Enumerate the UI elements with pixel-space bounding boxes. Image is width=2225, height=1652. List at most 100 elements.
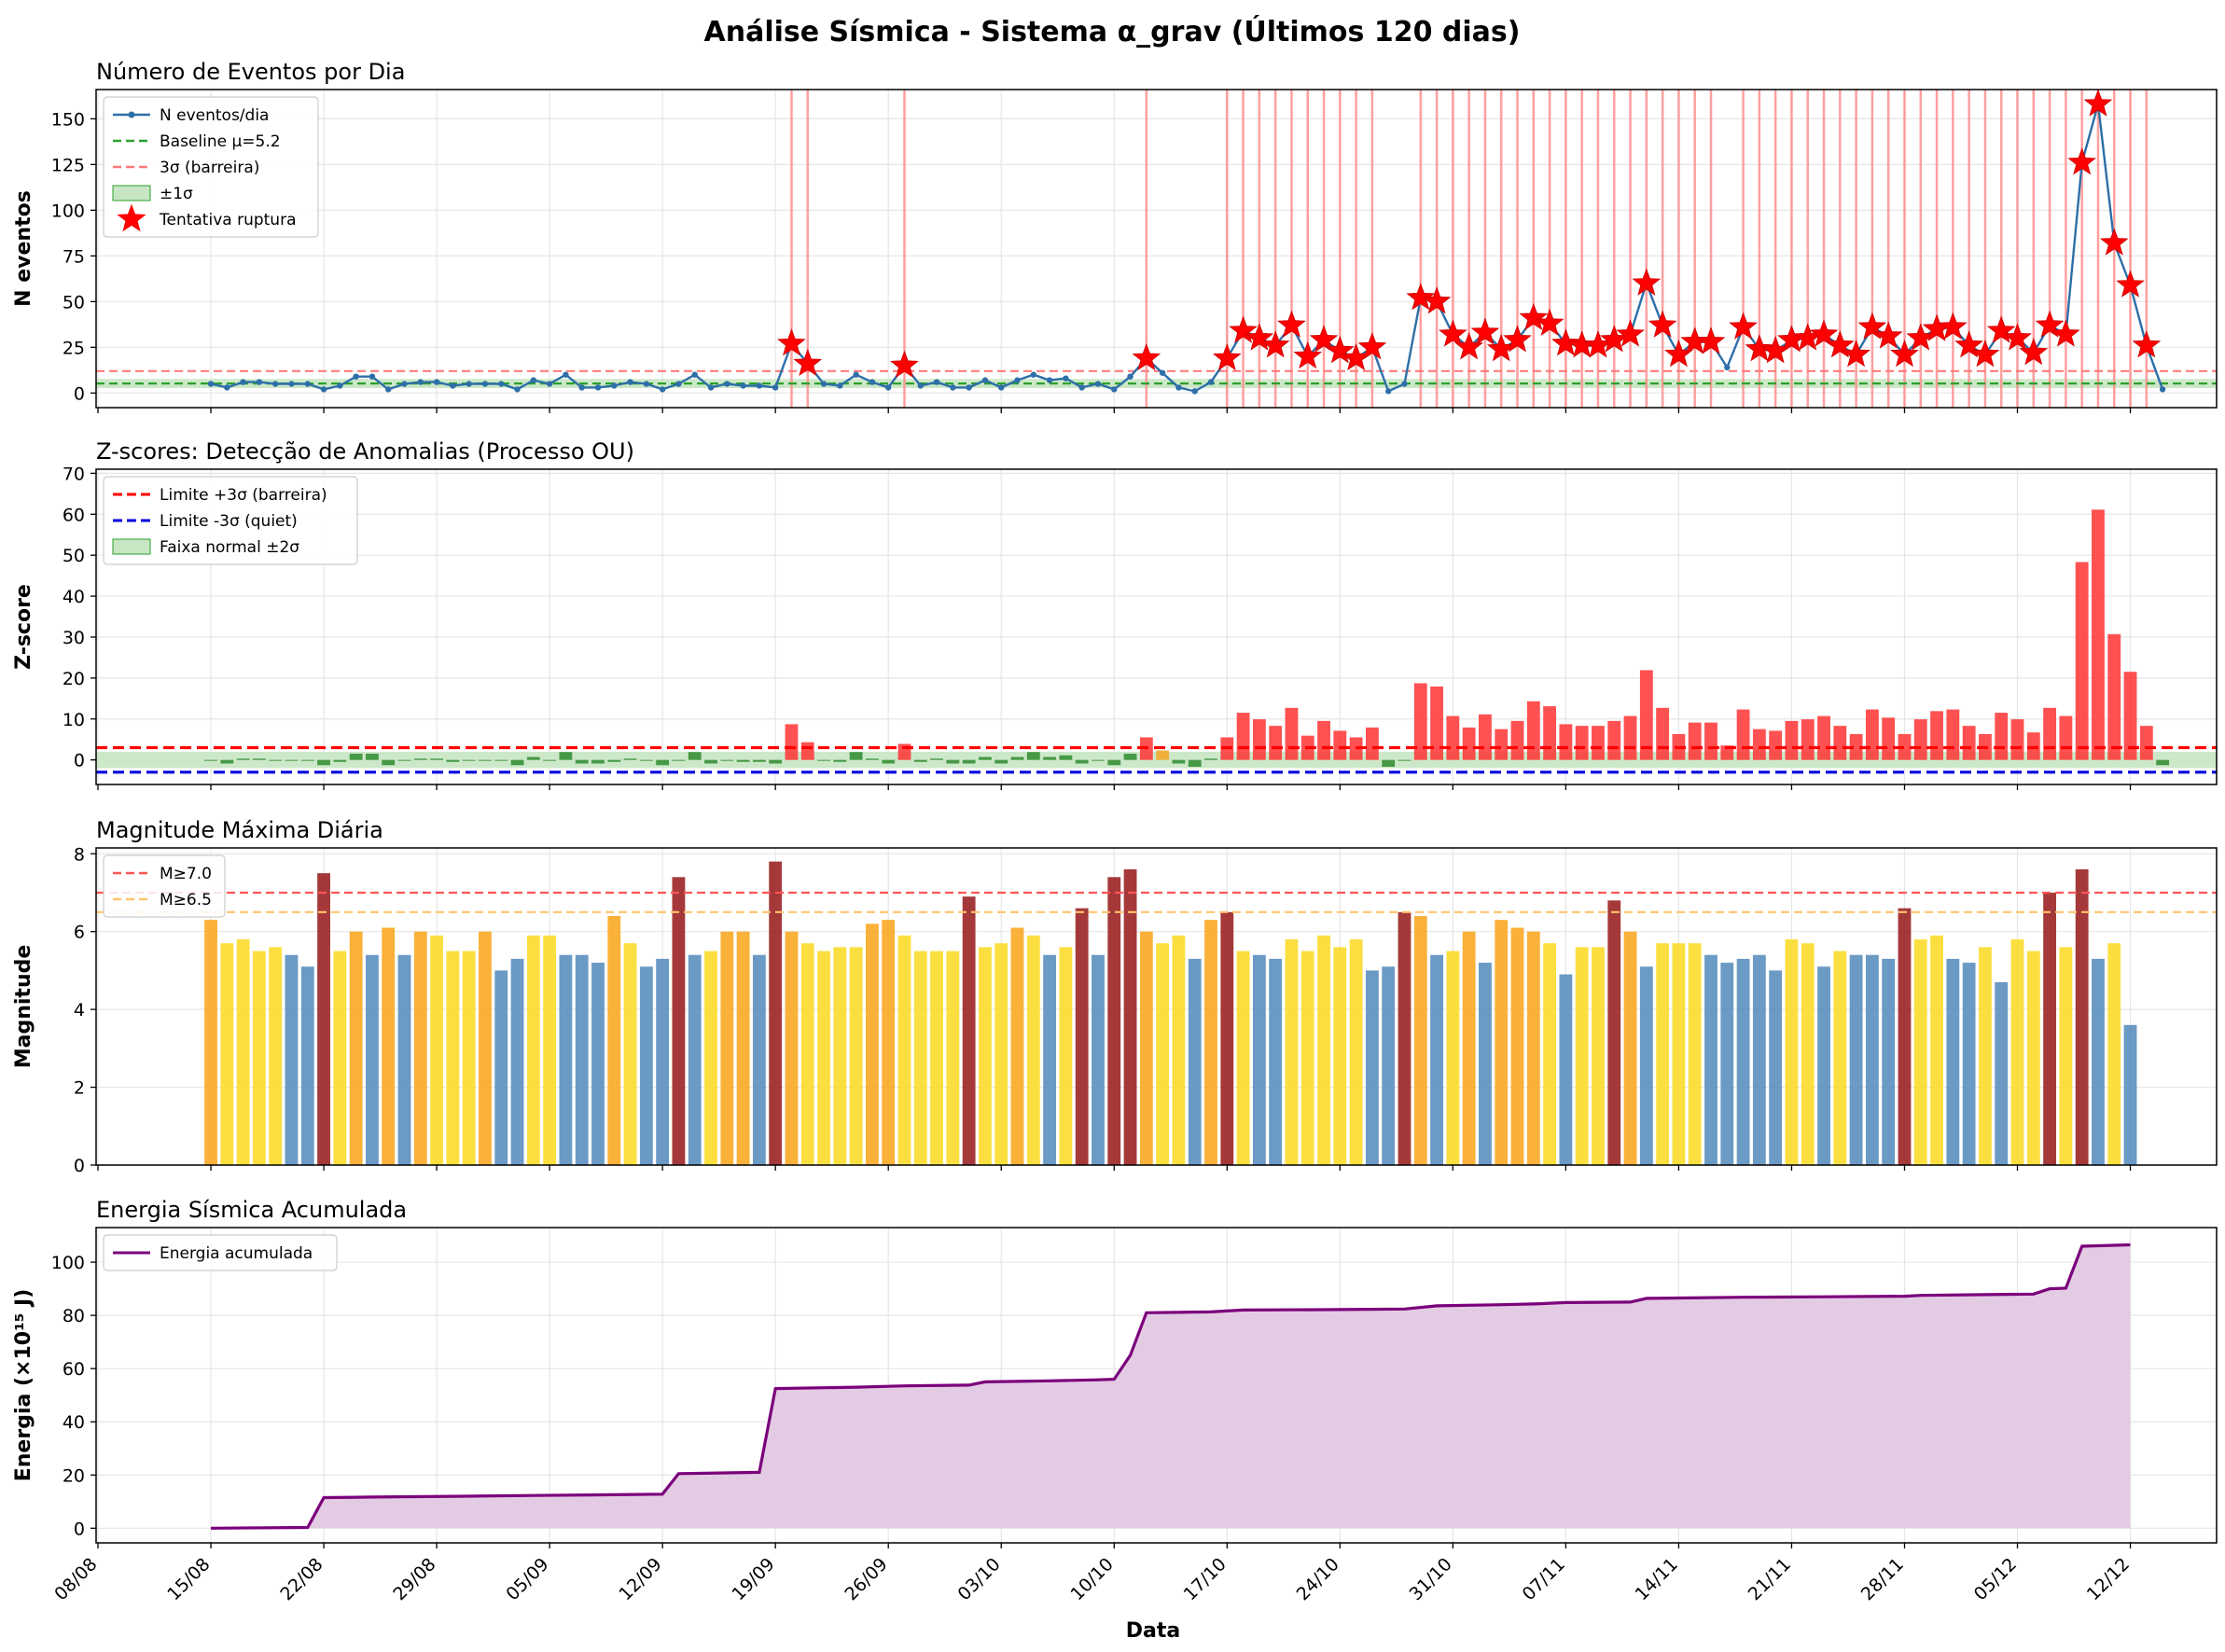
zscore-bar: [1510, 720, 1524, 760]
rupture-star: [1551, 328, 1580, 356]
rupture-star: [2099, 228, 2129, 256]
magnitude-bar: [769, 861, 783, 1165]
events-point: [256, 379, 263, 385]
events-point: [1014, 377, 1021, 383]
magnitude-bar: [1398, 911, 1411, 1165]
magnitude-bar: [962, 896, 976, 1165]
zscore-bar: [1026, 752, 1040, 760]
rupture-star: [1809, 319, 1839, 347]
zscore-bar: [1365, 727, 1379, 760]
rupture-star: [777, 328, 806, 356]
magnitude-bar: [1333, 947, 1347, 1165]
rupture-star: [2019, 338, 2049, 366]
zscore-bar: [413, 758, 427, 760]
legend-swatch-star: [117, 203, 146, 232]
events-point: [466, 381, 472, 387]
magnitude-bar: [1979, 947, 1992, 1165]
y-axis-label: Energia (×10¹⁵ J): [12, 1289, 35, 1482]
y-tick-label: 100: [51, 201, 85, 221]
magnitude-bar: [204, 920, 217, 1165]
events-point: [691, 371, 698, 378]
magnitude-bar: [2010, 939, 2024, 1165]
legend-entry: M≥6.5: [160, 891, 212, 909]
events-point: [675, 381, 682, 387]
magnitude-bar: [2043, 892, 2057, 1165]
magnitude-bar: [1430, 954, 1443, 1165]
zscore-bar: [1123, 753, 1137, 760]
magnitude-bar: [1930, 935, 1943, 1165]
events-point: [917, 382, 924, 389]
magnitude-bar: [672, 877, 686, 1165]
rupture-star: [1277, 310, 1306, 338]
rupture-star: [1729, 312, 1758, 340]
y-tick-label: 60: [63, 1359, 85, 1380]
zscore-bar: [220, 759, 234, 764]
legend-entry: N eventos/dia: [160, 106, 269, 125]
zscore-bar: [1172, 759, 1186, 764]
zscore-bar: [575, 759, 589, 764]
zscore-bar: [688, 752, 702, 760]
panel-1-plot: [96, 89, 2217, 408]
zscore-bar: [1495, 729, 1509, 760]
magnitude-bar: [526, 935, 540, 1165]
magnitude-bar: [1704, 954, 1717, 1165]
magnitude-bar: [736, 931, 750, 1165]
zscore-bar: [672, 759, 686, 761]
zscore-bar: [2059, 715, 2073, 760]
zscore-bar: [1252, 719, 1266, 760]
y-tick-label: 50: [63, 292, 85, 312]
zscore-bar: [1285, 707, 1299, 760]
zscore-bar: [704, 759, 717, 764]
zscore-bar: [349, 753, 363, 760]
x-tick-label: 24/10: [1293, 1554, 1343, 1604]
rupture-star: [2132, 330, 2162, 358]
magnitude-bar: [752, 954, 766, 1165]
x-tick-label: 05/09: [502, 1554, 552, 1604]
magnitude-bar: [2092, 958, 2105, 1165]
legend-entry: Energia acumulada: [160, 1244, 313, 1263]
rupture-star: [1293, 340, 1323, 369]
magnitude-bar: [1526, 931, 1540, 1165]
magnitude-bar: [1317, 935, 1330, 1165]
events-point: [304, 381, 311, 387]
magnitude-bar: [1623, 931, 1637, 1165]
zscore-bar: [1479, 714, 1492, 760]
magnitude-bar: [1559, 974, 1573, 1165]
magnitude-bar: [1479, 963, 1492, 1165]
zscore-bar: [656, 759, 670, 766]
y-tick-label: 0: [74, 1156, 85, 1176]
zscore-bar: [1913, 719, 1927, 760]
zscore-bar: [204, 759, 217, 761]
rupture-star: [2051, 319, 2080, 347]
events-point: [2159, 386, 2166, 393]
y-tick-label: 2: [74, 1078, 85, 1099]
zscore-bar: [769, 759, 783, 764]
x-tick-label: 10/10: [1067, 1554, 1118, 1604]
y-tick-label: 30: [63, 628, 85, 648]
x-tick-label: 03/10: [953, 1554, 1004, 1604]
events-point: [869, 379, 876, 385]
zscore-bar: [430, 758, 444, 760]
zscore-bar: [1462, 727, 1476, 760]
zscore-bar: [543, 759, 557, 761]
magnitude-bar: [220, 943, 234, 1165]
rupture-star: [2116, 270, 2145, 298]
rupture-star: [1470, 317, 1500, 345]
zscore-bar: [1995, 713, 2009, 760]
figure-suptitle: Análise Sísmica - Sistema α_grav (Último…: [704, 14, 1521, 49]
energy-area-fill: [211, 1244, 2131, 1529]
panel-4: 0 20 40 60 80 100 Energia Sísmica Acumulada Ene…: [12, 1197, 2218, 1548]
legend-entry: Faixa normal ±2σ: [160, 538, 299, 557]
magnitude-bar: [2107, 943, 2121, 1165]
rupture-star: [1503, 325, 1532, 353]
zscore-bar: [397, 759, 411, 761]
events-point: [885, 384, 892, 391]
magnitude-bar: [897, 935, 911, 1165]
magnitude-bar: [1592, 947, 1605, 1165]
zscore-bar: [849, 752, 863, 760]
zscore-bar: [994, 759, 1008, 764]
zscore-bar: [1736, 709, 1750, 760]
y-tick-label: 70: [63, 464, 85, 484]
events-point: [837, 382, 843, 389]
y-tick-label: 20: [63, 669, 85, 689]
